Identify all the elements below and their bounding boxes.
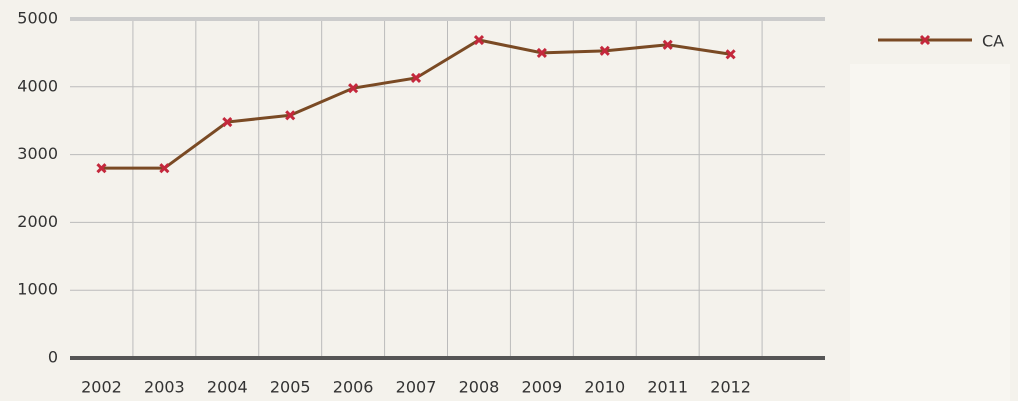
x-tick-label: 2010 <box>584 378 625 397</box>
x-tick-label: 2007 <box>396 378 437 397</box>
x-tick-label: 2002 <box>81 378 122 397</box>
legend-marker <box>919 34 931 46</box>
x-tick-label: 2009 <box>522 378 563 397</box>
x-tick-label: 2011 <box>647 378 688 397</box>
y-tick-label: 0 <box>48 348 58 367</box>
x-tick-label: 2004 <box>207 378 248 397</box>
x-tick-label: 2003 <box>144 378 185 397</box>
point-marker <box>662 39 673 50</box>
x-tick-label: 2006 <box>333 378 374 397</box>
y-tick-label: 5000 <box>17 9 58 28</box>
x-tick-label: 2008 <box>459 378 500 397</box>
y-tick-label: 2000 <box>17 212 58 231</box>
point-marker <box>159 163 170 174</box>
legend-label: CA <box>982 32 1004 51</box>
point-marker <box>410 72 422 84</box>
point-marker <box>473 34 485 46</box>
point-marker <box>536 47 547 58</box>
point-marker <box>348 83 359 94</box>
x-tick-label: 2012 <box>710 378 751 397</box>
point-marker <box>725 49 736 60</box>
point-marker <box>222 116 233 128</box>
y-tick-label: 1000 <box>17 280 58 299</box>
legend-panel <box>850 64 1010 401</box>
y-tick-label: 3000 <box>17 144 58 163</box>
x-tick-label: 2005 <box>270 378 311 397</box>
point-marker <box>96 163 107 174</box>
point-marker <box>599 45 610 56</box>
point-marker <box>285 110 296 121</box>
y-tick-label: 4000 <box>17 76 58 95</box>
